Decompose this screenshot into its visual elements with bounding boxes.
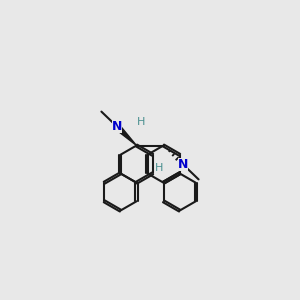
Text: H: H bbox=[155, 163, 163, 173]
Text: N: N bbox=[112, 120, 122, 133]
Text: N: N bbox=[178, 158, 188, 171]
Text: H: H bbox=[137, 117, 145, 128]
Polygon shape bbox=[115, 124, 136, 146]
